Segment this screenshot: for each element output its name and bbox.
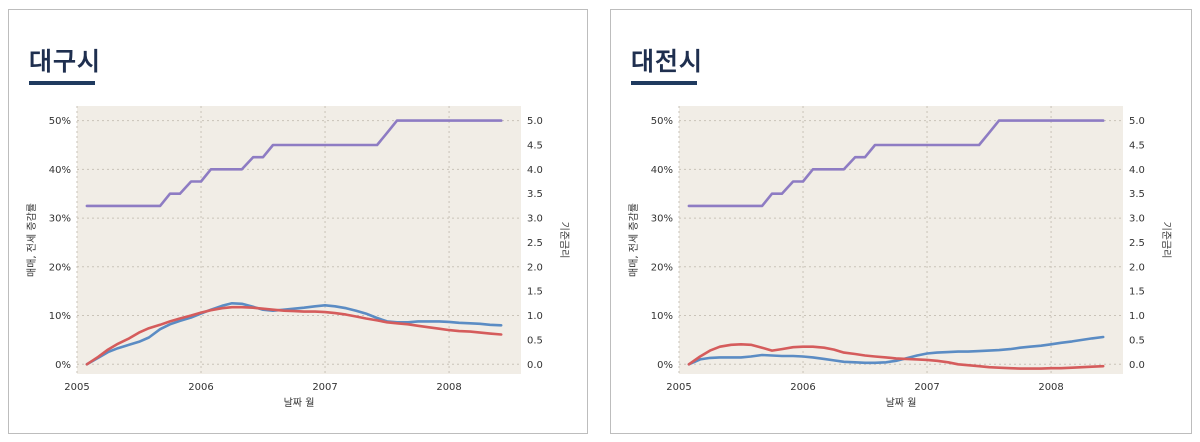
panel-title: 대전시	[631, 47, 704, 76]
y-right-tick-label: 5.0	[1129, 116, 1145, 127]
y-right-tick-label: 4.5	[1129, 140, 1145, 151]
y-right-tick-label: 3.0	[1129, 214, 1145, 225]
title-underline	[631, 81, 697, 85]
title-underline	[29, 81, 95, 85]
y-left-tick-label: 20%	[651, 262, 673, 273]
y-right-tick-label: 0.5	[527, 335, 543, 346]
y-left-tick-label: 0%	[55, 360, 71, 371]
y-right-tick-label: 1.0	[1129, 311, 1145, 322]
y-right-tick-label: 0.0	[1129, 360, 1145, 371]
y-left-tick-label: 20%	[49, 262, 71, 273]
y-left-tick-label: 10%	[651, 311, 673, 322]
x-tick-label: 2007	[312, 382, 337, 393]
chart-daegu: 2005 2006 2007 2008 0% 10% 20% 30% 40% 50% 0.0 0.5 1…	[26, 106, 570, 409]
y-right-tick-label: 1.0	[527, 311, 543, 322]
y-right-tick-label: 2.5	[1129, 238, 1145, 249]
y-right-axis-label: 기준금리	[558, 222, 570, 259]
y-left-tick-label: 40%	[49, 165, 71, 176]
panel-daegu: 대구시 2005 2006 2007 2008 0% 10% 20% 30% 40% 50% 0.0…	[8, 9, 588, 434]
series-line-base-rate	[85, 119, 503, 208]
series-line-base-rate	[687, 119, 1105, 208]
y-right-tick-label: 0.0	[527, 360, 543, 371]
y-left-axis-label: 매매, 전세 증감률	[628, 203, 640, 277]
y-right-axis-label: 기준금리	[1160, 222, 1172, 259]
x-tick-label: 2007	[914, 382, 939, 393]
panel-title: 대구시	[29, 47, 102, 76]
y-right-tick-label: 5.0	[527, 116, 543, 127]
x-tick-label: 2005	[666, 382, 691, 393]
y-right-tick-label: 2.5	[527, 238, 543, 249]
y-right-tick-label: 4.0	[527, 165, 543, 176]
y-left-tick-label: 40%	[651, 165, 673, 176]
chart-daejeon: 2005 2006 2007 2008 0% 10% 20% 30% 40% 50% 0.0 0.5 1…	[628, 106, 1172, 409]
panel-daejeon: 대전시 2005 2006 2007 2008 0% 10% 20% 30% 40% 50% 0.0…	[610, 9, 1192, 434]
y-left-tick-label: 50%	[49, 116, 71, 127]
y-right-tick-label: 1.5	[1129, 287, 1145, 298]
y-right-tick-label: 2.0	[1129, 262, 1145, 273]
y-left-tick-label: 30%	[49, 214, 71, 225]
y-right-tick-label: 3.5	[527, 189, 543, 200]
y-right-tick-label: 3.5	[1129, 189, 1145, 200]
x-tick-label: 2006	[188, 382, 213, 393]
y-right-tick-label: 4.0	[1129, 165, 1145, 176]
x-axis-label: 날짜 월	[284, 397, 315, 409]
y-left-tick-label: 30%	[651, 214, 673, 225]
y-right-tick-label: 2.0	[527, 262, 543, 273]
x-tick-label: 2008	[1038, 382, 1063, 393]
x-tick-label: 2008	[436, 382, 461, 393]
x-tick-label: 2005	[64, 382, 89, 393]
series-line-jeonse	[687, 342, 1105, 370]
x-axis-label: 날짜 월	[886, 397, 917, 409]
plot-background	[679, 106, 1123, 374]
y-right-tick-label: 1.5	[527, 287, 543, 298]
series-line-sale	[85, 301, 503, 366]
x-tick-label: 2006	[790, 382, 815, 393]
series-line-jeonse	[85, 305, 503, 366]
y-right-tick-label: 4.5	[527, 140, 543, 151]
y-left-tick-label: 10%	[49, 311, 71, 322]
series-line-sale	[687, 335, 1105, 366]
y-left-tick-label: 0%	[657, 360, 673, 371]
y-right-tick-label: 0.5	[1129, 335, 1145, 346]
y-right-tick-label: 3.0	[527, 214, 543, 225]
y-left-tick-label: 50%	[651, 116, 673, 127]
y-left-axis-label: 매매, 전세 증감률	[26, 203, 38, 277]
